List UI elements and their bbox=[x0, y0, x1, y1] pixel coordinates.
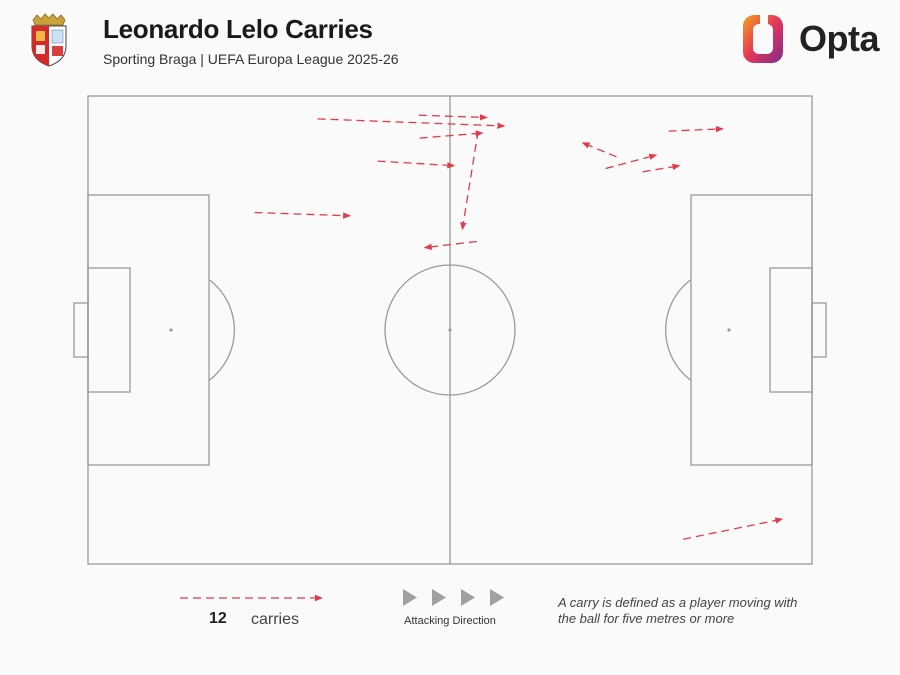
pitch-spots bbox=[169, 328, 731, 332]
direction-arrow-icon bbox=[461, 589, 475, 606]
carry-arrow-8 bbox=[581, 142, 617, 158]
club-crest-icon bbox=[31, 13, 67, 67]
carry-arrow-11 bbox=[668, 125, 724, 133]
carry-arrow-3 bbox=[418, 114, 488, 121]
carries-layer bbox=[254, 114, 784, 540]
carry-arrow-1 bbox=[317, 118, 506, 129]
carry-arrow-2 bbox=[419, 130, 484, 139]
right-six-yard-box bbox=[769, 267, 813, 393]
direction-arrow-icon bbox=[432, 589, 446, 606]
carry-arrow-4 bbox=[460, 130, 479, 231]
chart-title: Leonardo Lelo Carries bbox=[103, 14, 373, 44]
left-six-yard-box bbox=[87, 267, 131, 393]
right-penalty-box bbox=[690, 194, 813, 466]
left-penalty-spot bbox=[169, 328, 173, 332]
direction-arrow-icon bbox=[403, 589, 417, 606]
carry-arrow-7 bbox=[423, 240, 477, 250]
right-penalty-arc bbox=[665, 278, 692, 382]
carry-arrow-9 bbox=[605, 153, 658, 170]
direction-arrow-icon bbox=[490, 589, 504, 606]
carry-count: 12 bbox=[209, 610, 227, 627]
carry-arrow-12 bbox=[682, 517, 784, 540]
carry-arrow-5 bbox=[377, 160, 456, 169]
attacking-direction-label: Attacking Direction bbox=[404, 615, 496, 627]
attacking-direction-arrows bbox=[403, 589, 504, 606]
left-penalty-arc bbox=[208, 278, 235, 382]
left-goal bbox=[73, 302, 89, 358]
carry-definition: A carry is defined as a player moving wi… bbox=[558, 595, 798, 626]
carry-count-label: carries bbox=[251, 611, 300, 628]
carry-arrow-6 bbox=[254, 211, 352, 219]
opta-brand-label: Opta bbox=[799, 18, 880, 59]
right-goal bbox=[811, 302, 827, 358]
pitch-markings bbox=[73, 95, 827, 565]
centre-spot bbox=[448, 328, 452, 332]
centre-circle bbox=[384, 264, 516, 396]
carry-arrow-10 bbox=[642, 163, 681, 173]
opta-logo-icon bbox=[743, 12, 783, 63]
left-penalty-box bbox=[87, 194, 210, 466]
right-penalty-spot bbox=[727, 328, 731, 332]
chart-subtitle: Sporting Braga | UEFA Europa League 2025… bbox=[103, 51, 399, 67]
